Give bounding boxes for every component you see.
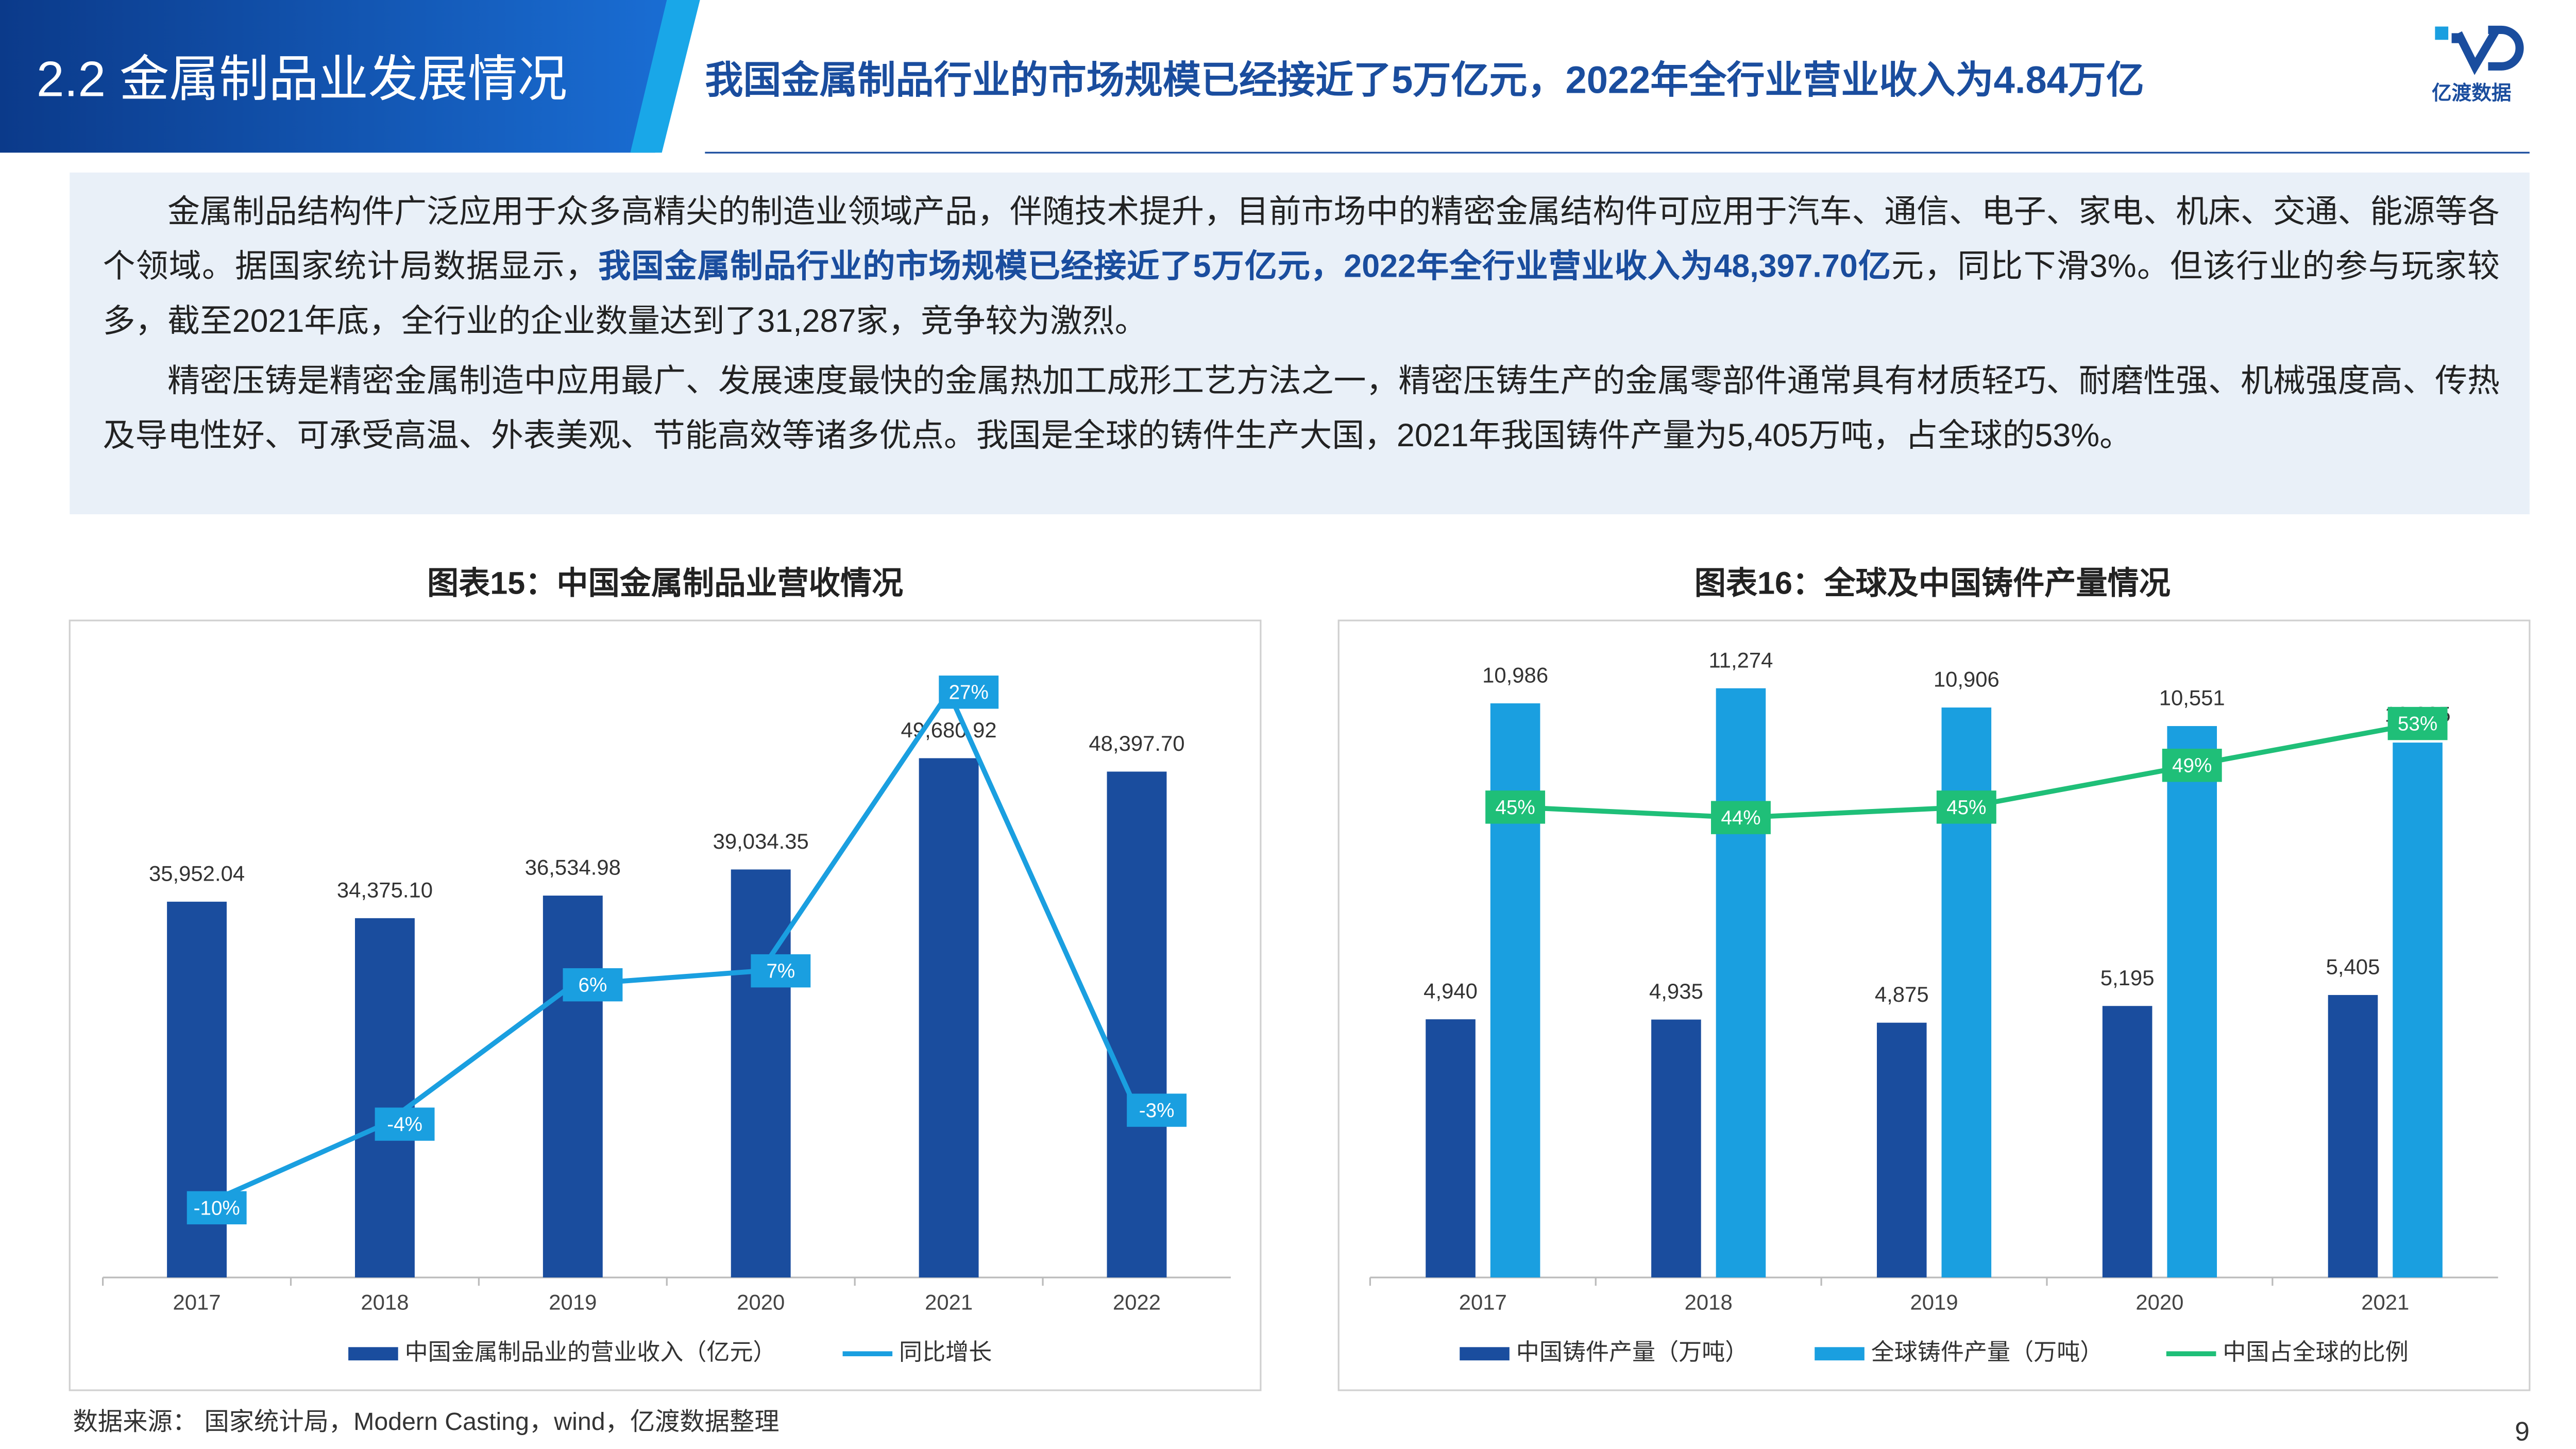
bar-value-label: 39,034.35 [713, 829, 809, 853]
logo-text: 亿渡数据 [2432, 82, 2511, 105]
bar [543, 896, 603, 1278]
legend-label: 中国占全球的比例 [2223, 1339, 2409, 1365]
line-label-box [375, 1107, 435, 1141]
headline: 我国金属制品行业的市场规模已经接近了5万亿元，2022年全行业营业收入为4.84… [705, 59, 2144, 102]
legend-swatch [1815, 1347, 1865, 1361]
bar-value-label: 36,534.98 [525, 855, 621, 880]
bar [2167, 726, 2217, 1278]
x-tick-label: 2021 [925, 1290, 973, 1315]
x-tick-label: 2019 [1910, 1290, 1958, 1315]
line-label-box [2387, 706, 2448, 740]
line-label-box [1127, 1093, 1187, 1127]
line-value-label: 49% [2172, 755, 2212, 777]
line-value-label: 53% [2398, 713, 2437, 735]
line-value-label: 27% [949, 682, 989, 704]
line-label-box [563, 968, 623, 1002]
legend-label: 中国金属制品业的营业收入（亿元） [405, 1339, 776, 1365]
header-band [0, 0, 693, 153]
bar [731, 869, 791, 1278]
logo [2435, 25, 2524, 75]
line-value-label: -4% [387, 1114, 422, 1136]
bar [2328, 995, 2378, 1278]
line-label-box [751, 954, 811, 988]
x-tick-label: 2020 [737, 1290, 785, 1315]
x-tick-label: 2018 [361, 1290, 409, 1315]
bar [1876, 1022, 1927, 1278]
text: 金属制品结构件广泛应用于众多高精尖的制造业领域产品，伴随技术提升，目前市场中的精… [103, 194, 2500, 285]
x-tick-label: 2021 [2361, 1290, 2409, 1315]
line-value-label: -10% [194, 1197, 240, 1219]
source-note: 数据来源： 国家统计局，Modern Casting，wind，亿渡数据整理 [73, 1408, 779, 1436]
chart-title: 图表15：中国金属制品业营收情况 [427, 566, 903, 601]
chart-frame [1337, 619, 2531, 1391]
chart-frame [69, 619, 1262, 1391]
legend-label: 同比增长 [899, 1339, 992, 1365]
line-label-box [1485, 790, 1546, 824]
bar-value-label: 4,935 [1649, 979, 1703, 1003]
text: 元，同比下滑3%。但该行业的参与玩家较多，截至2021年底，全行业的企业数量达到… [103, 248, 2500, 341]
bar [919, 758, 979, 1278]
legend-swatch [1460, 1347, 1510, 1361]
line-label-box [1936, 790, 1996, 824]
x-tick-label: 2017 [173, 1290, 221, 1315]
page-number: 9 [2515, 1416, 2530, 1446]
line-value-label: 45% [1946, 797, 1986, 819]
x-tick-label: 2022 [1113, 1290, 1161, 1315]
line-value-label: 7% [766, 961, 795, 983]
legend-swatch [348, 1347, 398, 1361]
bar-value-label: 4,875 [1875, 982, 1929, 1006]
bar [1426, 1019, 1476, 1278]
paragraph: 金属制品结构件广泛应用于众多高精尖的制造业领域产品，伴随技术提升，目前市场中的精… [103, 186, 2500, 350]
x-tick-label: 2017 [1459, 1290, 1507, 1315]
bar [1107, 771, 1167, 1278]
line-value-label: 6% [579, 974, 607, 997]
bar-value-label: 5,405 [2326, 954, 2380, 979]
legend-label: 全球铸件产量（万吨） [1871, 1339, 2104, 1365]
line-label-box [2162, 749, 2222, 782]
bar [2102, 1006, 2153, 1278]
bar-value-label: 10,986 [1482, 663, 1548, 687]
bar-value-label: 4,940 [1423, 979, 1478, 1003]
chart-title: 图表16：全球及中国铸件产量情况 [1694, 566, 2171, 601]
x-tick-label: 2020 [2136, 1290, 2183, 1315]
bar-value-label: 48,397.70 [1089, 731, 1184, 755]
bar [1490, 703, 1540, 1278]
text-box: 金属制品结构件广泛应用于众多高精尖的制造业领域产品，伴随技术提升，目前市场中的精… [70, 172, 2530, 515]
bar [1651, 1019, 1701, 1278]
line-value-label: 45% [1495, 797, 1535, 819]
legend-label: 中国铸件产量（万吨） [1516, 1339, 1749, 1365]
line-label-box [939, 676, 999, 709]
bar-value-label: 35,952.04 [149, 861, 245, 885]
bar-value-label: 10,906 [1934, 667, 1999, 692]
line-value-label: 44% [1721, 807, 1760, 829]
bar-value-label: 5,195 [2100, 966, 2155, 990]
section-title: 2.2 金属制品业发展情况 [37, 52, 567, 107]
bar-value-label: 11,274 [1709, 648, 1773, 672]
line-label-box [187, 1191, 247, 1225]
line-label-box [1711, 801, 1771, 834]
bar-value-label: 10,551 [2159, 686, 2225, 710]
bar [1716, 688, 1766, 1278]
x-tick-label: 2018 [1685, 1290, 1733, 1315]
line-value-label: -3% [1139, 1100, 1175, 1122]
header-accent [630, 0, 700, 153]
x-tick-label: 2019 [549, 1290, 597, 1315]
paragraph: 精密压铸是精密金属制造中应用最广、发展速度最快的金属热加工成形工艺方法之一，精密… [103, 363, 2500, 455]
line [196, 687, 1139, 1210]
bar-value-label: 34,375.10 [337, 878, 433, 902]
bar [354, 918, 415, 1278]
bar [2393, 743, 2443, 1278]
highlight-text: 我国金属制品行业的市场规模已经接近了5万亿元，2022年全行业营业收入为48,3… [598, 248, 1892, 285]
